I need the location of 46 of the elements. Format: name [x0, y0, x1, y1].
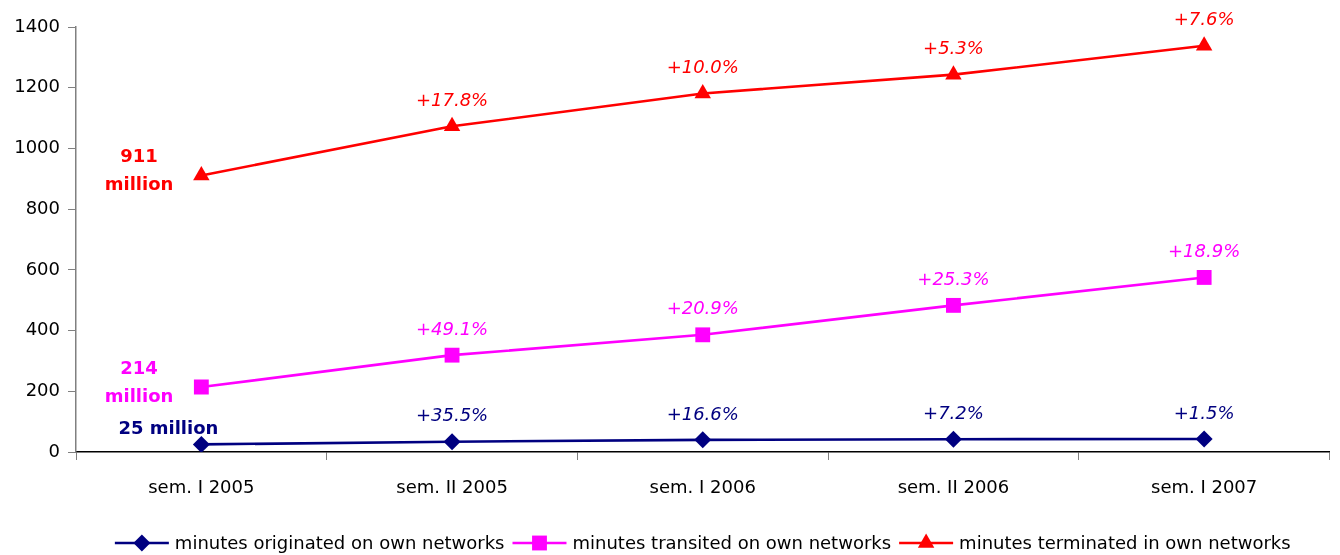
annotation: +35.5% — [415, 404, 489, 426]
annotation: +17.8% — [415, 88, 489, 110]
point — [1195, 430, 1213, 448]
point — [443, 433, 461, 451]
point — [443, 116, 461, 132]
data-label: 214 million — [104, 356, 174, 406]
y-tick-label: 400 — [25, 318, 60, 340]
annotation: +16.6% — [666, 402, 739, 424]
point — [1196, 270, 1212, 285]
point — [193, 165, 210, 181]
annotation: +5.3% — [923, 37, 984, 59]
annotation: +7.2% — [923, 401, 984, 423]
annotation: +1.5% — [1173, 401, 1235, 423]
annotation: +20.9% — [666, 297, 739, 319]
legend-label: minutes transited on own networks — [572, 531, 892, 553]
point — [944, 430, 962, 448]
y-tick-label: 600 — [25, 257, 60, 279]
point — [444, 347, 460, 363]
point — [695, 327, 711, 343]
y-tick-label: 0 — [48, 439, 60, 461]
x-tick-label: sem. II 2006 — [897, 476, 1010, 498]
x-tick-label: sem. I 2006 — [649, 476, 756, 498]
point — [1195, 36, 1213, 51]
legend-label: minutes originated on own networks — [174, 531, 505, 553]
point — [192, 435, 210, 452]
point — [694, 431, 712, 449]
legend-label: minutes terminated in own networks — [959, 531, 1291, 553]
y-tick-label: 1200 — [14, 75, 60, 97]
point — [946, 297, 961, 313]
x-tick-label: sem. I 2007 — [1151, 476, 1258, 498]
x-tick-label: sem. II 2005 — [396, 476, 508, 498]
y-tick-label: 1400 — [14, 14, 60, 36]
y-tick-label: 1000 — [14, 136, 60, 158]
annotation: +25.3% — [917, 268, 990, 290]
annotation: +18.9% — [1168, 240, 1241, 262]
point — [945, 65, 962, 80]
y-tick-label: 200 — [25, 378, 60, 400]
point — [193, 379, 209, 395]
point — [694, 83, 711, 99]
data-label: 911 million — [104, 145, 174, 195]
annotation: +7.6% — [1173, 8, 1235, 30]
data-label: 25 million — [118, 417, 219, 439]
x-tick-label: sem. I 2005 — [148, 476, 255, 498]
annotation: +49.1% — [415, 317, 489, 339]
y-tick-label: 800 — [25, 196, 60, 218]
annotation: +10.0% — [666, 56, 739, 78]
